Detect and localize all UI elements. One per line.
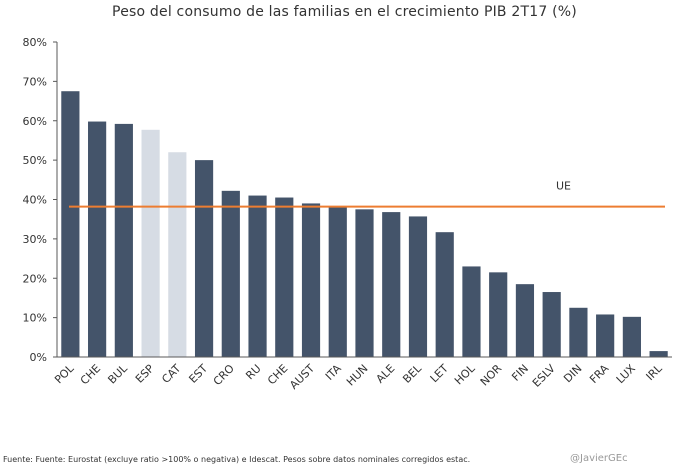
y-tick-label: 80%	[23, 36, 47, 49]
chart-title: Peso del consumo de las familias en el c…	[112, 4, 577, 20]
bar-che	[275, 197, 294, 357]
x-tick-label: CHE	[265, 362, 290, 387]
x-tick-label: CHE	[78, 362, 103, 387]
x-tick-label: NOR	[478, 362, 505, 389]
author-credit: @JavierGEc	[570, 453, 628, 464]
x-tick-label: ITA	[323, 362, 344, 383]
bar-let	[435, 232, 454, 357]
bar-pol	[61, 91, 80, 357]
bar-est	[194, 160, 214, 357]
x-tick-label: ESP	[133, 362, 157, 386]
x-tick-label: IRL	[644, 361, 666, 383]
y-tick-label: 70%	[23, 75, 47, 88]
y-tick-label: 10%	[23, 312, 47, 325]
x-tick-label: RU	[243, 362, 263, 382]
bar-fra	[596, 314, 615, 357]
x-tick-label: AUST	[287, 362, 317, 392]
bar-bel	[408, 216, 428, 357]
x-tick-label: EST	[186, 362, 210, 386]
y-tick-label: 50%	[23, 154, 47, 167]
bar-hol	[462, 266, 481, 357]
bar-irl	[649, 351, 668, 357]
bar-ale	[382, 212, 401, 357]
bar-nor	[489, 272, 508, 357]
bar-che	[88, 121, 107, 357]
x-tick-label: LUX	[614, 362, 638, 386]
bar-eslv	[542, 292, 561, 357]
bar-esp	[141, 129, 160, 357]
y-tick-label: 40%	[23, 194, 47, 207]
bar-ita	[328, 207, 347, 357]
x-tick-label: FRA	[587, 362, 611, 386]
x-tick-label: ESLV	[530, 362, 558, 390]
x-tick-label: FIN	[509, 362, 531, 384]
bar-fin	[515, 284, 535, 357]
bar-din	[569, 307, 588, 357]
bar-cro	[221, 190, 240, 357]
bars	[61, 91, 668, 358]
x-tick-label: CAT	[159, 362, 183, 386]
bar-lux	[622, 316, 641, 357]
reference-line-group: UE	[69, 180, 665, 208]
y-tick-label: 30%	[23, 233, 47, 246]
bar-aust	[301, 203, 321, 357]
x-tick-label: ALE	[374, 362, 398, 386]
bar-ru	[248, 195, 267, 357]
x-tick-label: BEL	[400, 361, 424, 385]
y-tick-label: 20%	[23, 272, 47, 285]
x-tick-label: POL	[52, 361, 77, 386]
x-tick-label: LET	[428, 362, 451, 385]
x-tick-label: CRO	[211, 362, 237, 388]
bar-bul	[114, 123, 133, 358]
y-tick-label: 0%	[30, 351, 47, 364]
y-tick-label: 60%	[23, 115, 47, 128]
y-axis-ticks: 0% 10% 20% 30% 40% 50% 60% 70% 80%	[23, 36, 57, 364]
x-tick-label: HOL	[452, 361, 478, 387]
bar-cat	[168, 152, 187, 357]
source-note: Fuente: Fuente: Eurostat (excluye ratio …	[3, 455, 471, 464]
x-tick-label: HUN	[344, 362, 371, 389]
bar-hun	[355, 209, 374, 357]
x-tick-label: BUL	[105, 361, 130, 386]
x-tick-label: DIN	[561, 362, 584, 385]
ue-reference-label: UE	[556, 180, 571, 193]
